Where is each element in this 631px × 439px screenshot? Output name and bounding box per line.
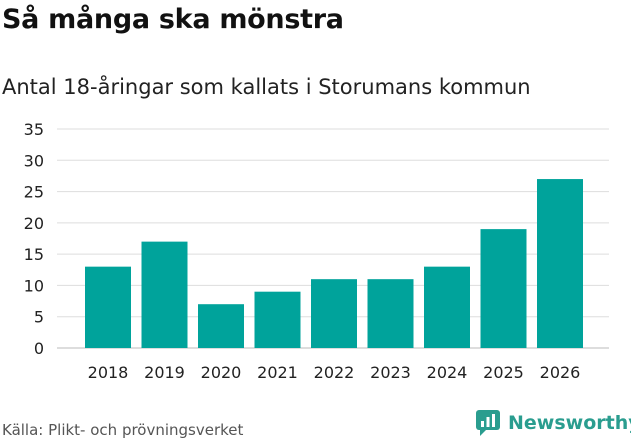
x-tick-label: 2026 [540,363,581,382]
bar-2022 [311,279,357,348]
newsworthy-logo: Newsworthy [476,409,631,437]
bar-2026 [537,179,583,348]
bar-2025 [480,229,527,348]
y-tick-label: 0 [34,339,44,358]
chart-subtitle: Antal 18-åringar som kallats i Storumans… [2,75,531,99]
bar-2020 [198,304,244,348]
y-tick-label: 10 [24,276,44,295]
y-tick-label: 15 [24,245,44,264]
x-tick-label: 2022 [314,363,355,382]
x-tick-label: 2024 [427,363,468,382]
y-tick-label: 25 [24,183,44,202]
bar-2019 [141,241,188,348]
y-tick-label: 20 [24,214,44,233]
x-tick-label: 2023 [370,363,411,382]
bars [85,179,583,348]
newsworthy-icon [476,410,500,436]
x-tick-label: 2019 [144,363,185,382]
bar-2021 [254,291,301,348]
y-tick-label: 5 [34,308,44,327]
bar-2024 [424,266,470,348]
x-tick-label: 2018 [88,363,129,382]
x-tick-label: 2020 [201,363,242,382]
y-tick-label: 30 [24,151,44,170]
y-axis-ticks: 0 5 10 15 20 25 30 35 [24,120,44,358]
x-tick-label: 2025 [483,363,524,382]
bar-2023 [367,279,414,348]
chart-title: Så många ska mönstra [2,4,344,35]
x-tick-label: 2021 [257,363,298,382]
source-note: Källa: Plikt- och prövningsverket [2,421,244,439]
y-tick-label: 35 [24,120,44,139]
brand-name: Newsworthy [508,412,631,434]
bar-2018 [85,266,131,348]
x-axis-ticks: 2018 2019 2020 2021 2022 2023 2024 2025 2026 [88,363,581,382]
